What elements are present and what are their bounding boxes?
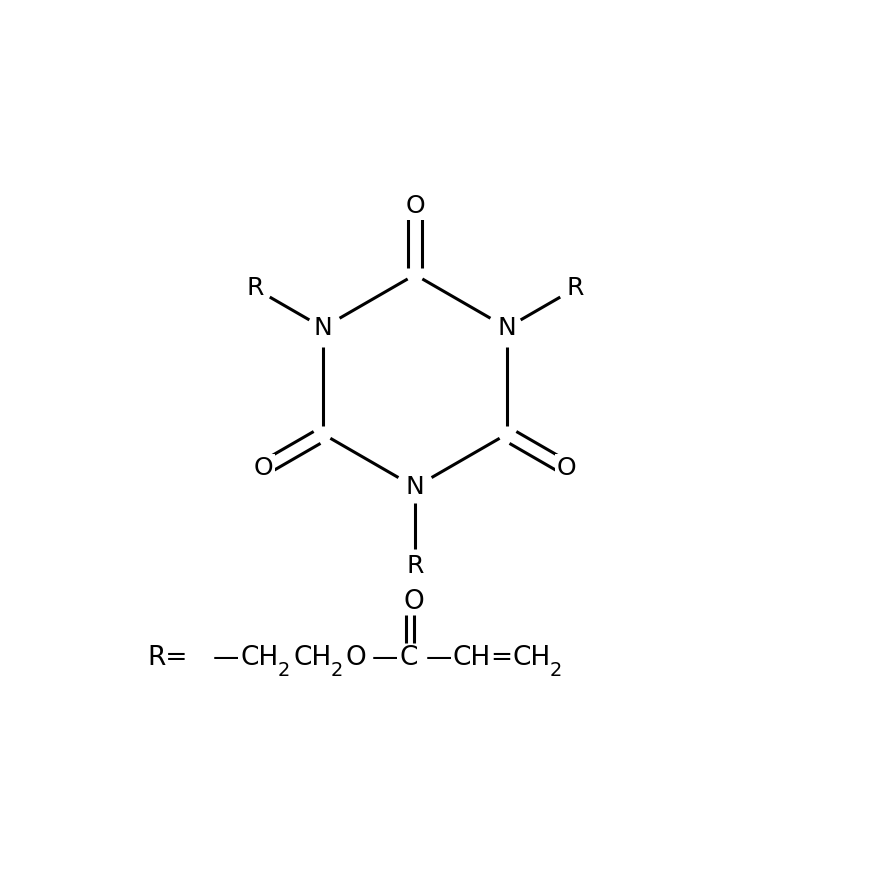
Text: R: R [407, 554, 424, 578]
Text: 2: 2 [550, 661, 562, 680]
Text: O: O [405, 194, 425, 218]
Text: O: O [254, 457, 273, 481]
Text: —: — [425, 645, 451, 671]
Text: CH: CH [453, 645, 491, 671]
Text: CH: CH [513, 645, 551, 671]
Text: O: O [556, 457, 576, 481]
Text: =: = [490, 645, 513, 671]
Text: CH: CH [240, 645, 279, 671]
Text: CH: CH [293, 645, 331, 671]
Text: N: N [498, 316, 516, 340]
Text: C: C [400, 645, 417, 671]
Text: 2: 2 [278, 661, 290, 680]
Text: —: — [213, 645, 239, 671]
Text: 2: 2 [331, 661, 343, 680]
Text: N: N [313, 316, 332, 340]
Text: R: R [246, 277, 263, 301]
Text: R: R [567, 277, 584, 301]
Text: N: N [406, 475, 425, 499]
Text: O: O [346, 645, 367, 671]
Text: O: O [403, 588, 425, 615]
Text: R=: R= [148, 645, 188, 671]
Text: —: — [372, 645, 398, 671]
